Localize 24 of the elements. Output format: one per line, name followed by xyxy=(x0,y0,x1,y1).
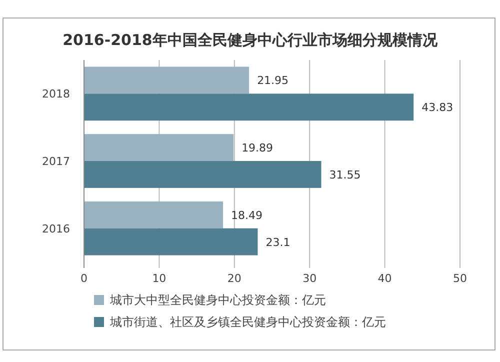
data-label: 43.83 xyxy=(422,101,454,114)
y-tick-label: 2018 xyxy=(42,88,70,101)
bar xyxy=(84,201,224,228)
bar xyxy=(84,228,258,256)
bar xyxy=(84,161,322,188)
bar xyxy=(84,134,234,161)
chart-title: 2016-2018年中国全民健身中心行业市场细分规模情况 xyxy=(62,31,438,49)
x-tick-label: 10 xyxy=(152,272,166,285)
legend-label: 城市街道、社区及乡镇全民健身中心投资金额：亿元 xyxy=(109,315,386,329)
y-tick-label: 2016 xyxy=(42,222,70,236)
data-label: 23.1 xyxy=(266,236,290,249)
x-tick-label: 50 xyxy=(453,272,467,285)
data-label: 19.89 xyxy=(242,142,274,155)
x-tick-label: 0 xyxy=(80,272,88,285)
x-tick-label: 40 xyxy=(378,272,392,285)
x-tick-label: 20 xyxy=(227,272,242,285)
y-tick-label: 2017 xyxy=(42,155,70,168)
bar xyxy=(84,94,414,121)
x-tick-label: 30 xyxy=(302,272,317,285)
data-label: 18.49 xyxy=(231,208,263,222)
bar xyxy=(84,66,250,94)
data-label: 21.95 xyxy=(257,74,289,88)
data-label: 31.55 xyxy=(329,168,361,182)
legend-label: 城市大中型全民健身中心投资金额：亿元 xyxy=(109,293,326,307)
